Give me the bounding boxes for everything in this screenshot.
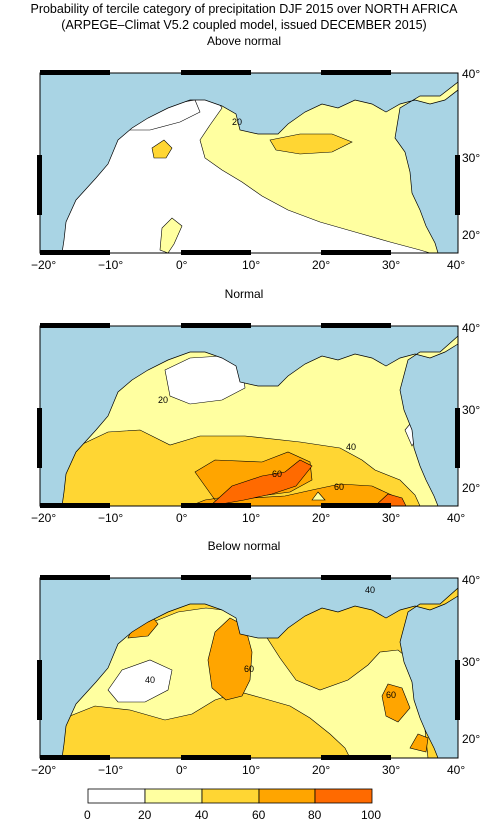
field-above-40-west <box>151 139 173 159</box>
lon-tick-label: 20° <box>312 763 331 777</box>
lon-tick-label: 10° <box>242 258 261 272</box>
lon-tick-label: 20° <box>312 511 331 525</box>
colorbar-segment-0-20 <box>87 788 146 804</box>
map-panel-below-normal: 40 60 60 40 <box>37 575 460 760</box>
lon-tick-label: −10° <box>98 763 124 777</box>
lon-tick-label: 40° <box>447 763 466 777</box>
lon-tick-label: 40° <box>447 258 466 272</box>
lon-tick-label: 0° <box>176 763 188 777</box>
field-above-40-coast <box>269 133 353 155</box>
contour-label: 60 <box>272 469 282 479</box>
field-below-40-gap <box>311 491 326 501</box>
contour-label: 20 <box>158 395 168 405</box>
lon-tick-label: 20° <box>312 258 331 272</box>
lat-tick-label: 40° <box>462 321 481 335</box>
contour-label: 60 <box>334 482 344 492</box>
lon-tick-label: 30° <box>382 258 401 272</box>
lon-tick-label: −20° <box>31 258 57 272</box>
figure-title-line1: Probability of tercile category of preci… <box>30 2 458 16</box>
colorbar-tick-label: 80 <box>308 808 322 822</box>
panel-title-normal: Normal <box>224 287 264 301</box>
lat-tick-label: 30° <box>462 151 481 165</box>
lat-tick-label: 20° <box>462 732 481 746</box>
lon-tick-label: 30° <box>382 511 401 525</box>
contour-label: 60 <box>386 690 396 700</box>
panel-title-above-normal: Above normal <box>206 34 282 48</box>
map-panel-normal: 20 40 60 60 <box>37 323 460 508</box>
lon-tick-label: 0° <box>176 258 188 272</box>
contour-label: 20 <box>232 117 242 127</box>
field-60-80-center <box>207 617 253 701</box>
colorbar-segment-60-80 <box>258 788 316 804</box>
colorbar-tick-label: 20 <box>138 808 152 822</box>
sea <box>40 73 458 253</box>
field-below-20 <box>107 659 173 703</box>
colorbar-segment-20-40 <box>144 788 203 804</box>
sea <box>40 578 458 758</box>
field-above-80 <box>209 459 313 506</box>
contour-label: 60 <box>244 664 254 674</box>
lon-tick-label: 40° <box>447 511 466 525</box>
lat-tick-label: 30° <box>462 655 481 669</box>
lon-tick-label: 30° <box>382 763 401 777</box>
field-60-80-se <box>409 733 429 753</box>
lat-tick-label: 30° <box>462 403 481 417</box>
lon-tick-label: 10° <box>242 763 261 777</box>
colorbar <box>87 788 373 804</box>
colorbar-tick-label: 100 <box>361 808 382 822</box>
field-below-20 <box>164 355 246 405</box>
field-60-80-east <box>381 683 411 723</box>
lon-tick-label: 10° <box>242 511 261 525</box>
lon-tick-label: −10° <box>98 511 124 525</box>
contour-label: 40 <box>145 675 155 685</box>
colorbar-tick-label: 60 <box>252 808 266 822</box>
field-20-40-patch <box>159 217 183 253</box>
lon-tick-label: −20° <box>31 763 57 777</box>
colorbar-segment-80-100 <box>314 788 373 804</box>
lat-tick-label: 20° <box>462 481 481 495</box>
contour-label: 40 <box>365 585 375 595</box>
lon-tick-label: −10° <box>98 258 124 272</box>
panel-title-below-normal: Below normal <box>207 539 281 553</box>
sea <box>40 326 458 506</box>
contour-label: 40 <box>346 442 356 452</box>
lat-tick-label: 40° <box>462 573 481 587</box>
colorbar-tick-label: 0 <box>84 808 91 822</box>
lat-tick-label: 40° <box>462 67 481 81</box>
lat-tick-label: 20° <box>462 228 481 242</box>
figure-title-line2: (ARPEGE–Climat V5.2 coupled model, issue… <box>61 18 427 32</box>
lon-tick-label: 0° <box>176 511 188 525</box>
lon-tick-label: −20° <box>31 511 57 525</box>
colorbar-tick-label: 40 <box>195 808 209 822</box>
colorbar-segment-40-60 <box>201 788 260 804</box>
map-panel-above-normal: 20 <box>37 70 460 255</box>
